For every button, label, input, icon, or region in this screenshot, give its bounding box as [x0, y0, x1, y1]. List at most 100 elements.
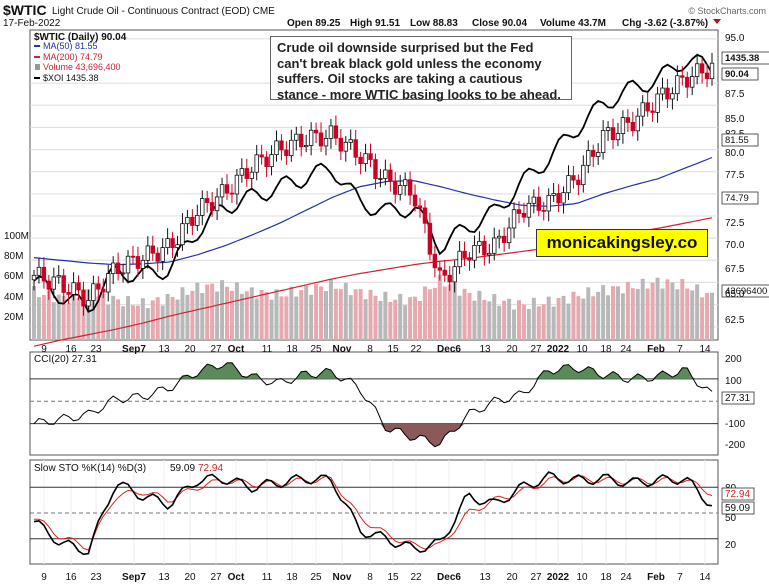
- candle-body: [595, 152, 601, 157]
- candle-body: [205, 198, 210, 203]
- sto-value-box: [721, 487, 755, 501]
- candle-body: [66, 292, 71, 295]
- volume-bar: [512, 309, 517, 340]
- candle-body: [185, 216, 190, 225]
- legend-volume: Volume 43,696,400: [43, 62, 121, 72]
- x-axis-label: Sep7: [122, 344, 146, 355]
- candle-body: [452, 266, 457, 283]
- volume-bar: [225, 286, 230, 340]
- sto-k-line: [33, 471, 713, 556]
- volume-bar: [215, 291, 220, 340]
- x-axis-label: 20: [506, 344, 518, 355]
- symbol-title: $WTIC: [3, 2, 47, 18]
- volume-bar: [606, 295, 611, 340]
- x-axis-label-bottom: 13: [158, 572, 170, 583]
- cci-axis-label: -100: [725, 419, 745, 430]
- volume-bar: [160, 305, 165, 340]
- volume-bar: [398, 293, 403, 340]
- volume-bar: [299, 290, 304, 340]
- price-axis-label: 43696400: [725, 286, 767, 297]
- x-axis-label-bottom: 24: [620, 572, 632, 583]
- volume-bar: [685, 288, 690, 340]
- x-axis-label: 16: [65, 344, 77, 355]
- x-axis-label-bottom: 23: [90, 572, 102, 583]
- candle-body: [209, 202, 215, 212]
- x-axis-label: Oct: [228, 344, 245, 355]
- candle-body: [393, 180, 398, 195]
- volume-bar: [363, 299, 368, 340]
- candle-body: [378, 177, 383, 180]
- volume-bar: [635, 288, 640, 340]
- volume-bar: [462, 288, 467, 340]
- volume-bar: [403, 305, 408, 340]
- candle-body: [704, 72, 710, 80]
- candle-body: [640, 102, 645, 117]
- volume-bar: [680, 278, 685, 340]
- cci-axis-label: 200: [725, 354, 742, 365]
- volume-bar: [86, 289, 91, 340]
- volume-bar: [56, 294, 61, 340]
- price-axis-label: 90.04: [725, 69, 749, 80]
- x-axis-label: 18: [286, 344, 298, 355]
- price-axis-label: 87.5: [725, 89, 745, 100]
- candle-body: [308, 129, 314, 146]
- price-axis-label: 81.55: [725, 135, 749, 146]
- volume-bar: [536, 306, 541, 340]
- candle-body: [333, 125, 339, 139]
- x-axis-label: Feb: [647, 344, 665, 355]
- candle-body: [694, 63, 700, 77]
- x-axis-label-bottom: 10: [576, 572, 588, 583]
- candle-body: [318, 132, 324, 147]
- low-value: Low 88.83: [410, 18, 458, 29]
- volume-bar: [51, 302, 56, 340]
- volume-bar: [700, 297, 705, 340]
- candle-body: [398, 185, 403, 195]
- candle-body: [36, 266, 42, 276]
- volume-bar: [675, 289, 680, 340]
- candle-body: [219, 184, 225, 198]
- x-axis-label-bottom: 20: [184, 572, 196, 583]
- candle-body: [56, 275, 61, 278]
- volume-bar: [655, 277, 660, 340]
- candle-body: [338, 137, 344, 152]
- sto-axis-label: 72.94: [725, 489, 750, 500]
- volume-bar: [294, 296, 299, 340]
- volume-bar: [611, 286, 616, 340]
- volume-bar: [383, 291, 388, 340]
- x-axis-label-bottom: 14: [699, 572, 711, 583]
- x-axis-label-bottom: 16: [65, 572, 77, 583]
- brand-box[interactable]: monicakingsley.co: [536, 229, 708, 257]
- volume-bar: [482, 299, 487, 340]
- cci-axis-label: 27.31: [725, 393, 750, 404]
- cci-oversold-fill: [34, 423, 712, 447]
- volume-bar: [591, 296, 596, 340]
- volume-bar: [447, 284, 452, 340]
- volume-bar: [620, 293, 625, 340]
- candle-body: [482, 240, 487, 256]
- candle-body: [180, 223, 185, 246]
- change-value: Chg -3.62 (-3.87%): [622, 18, 708, 29]
- volume-bar: [546, 296, 551, 340]
- sto-d-line: [33, 475, 713, 551]
- x-axis-label-bottom: Sep7: [122, 572, 146, 583]
- x-axis-label-bottom: Nov: [333, 572, 352, 583]
- volume-bar: [393, 299, 398, 340]
- volume-bar: [101, 293, 106, 340]
- x-axis-label-bottom: 13: [479, 572, 491, 583]
- candle-body: [412, 194, 418, 207]
- legend-xoi: $XOI 1435.38: [43, 73, 99, 83]
- volume-bar: [502, 300, 507, 340]
- ma50-line: [33, 156, 713, 266]
- volume-axis-label: 100M: [4, 231, 29, 242]
- price-axis-label: 70.0: [725, 240, 745, 251]
- volume-bar: [541, 304, 546, 340]
- candle-body: [407, 179, 413, 196]
- volume-axis-label: 40M: [4, 292, 23, 303]
- volume-bar: [507, 298, 512, 340]
- volume-bar: [145, 308, 150, 340]
- volume-bar: [76, 297, 81, 340]
- legend-ma50: MA(50) 81.55: [43, 41, 98, 51]
- volume-bar: [422, 286, 427, 340]
- candle-body: [249, 171, 254, 179]
- candle-body: [140, 259, 146, 269]
